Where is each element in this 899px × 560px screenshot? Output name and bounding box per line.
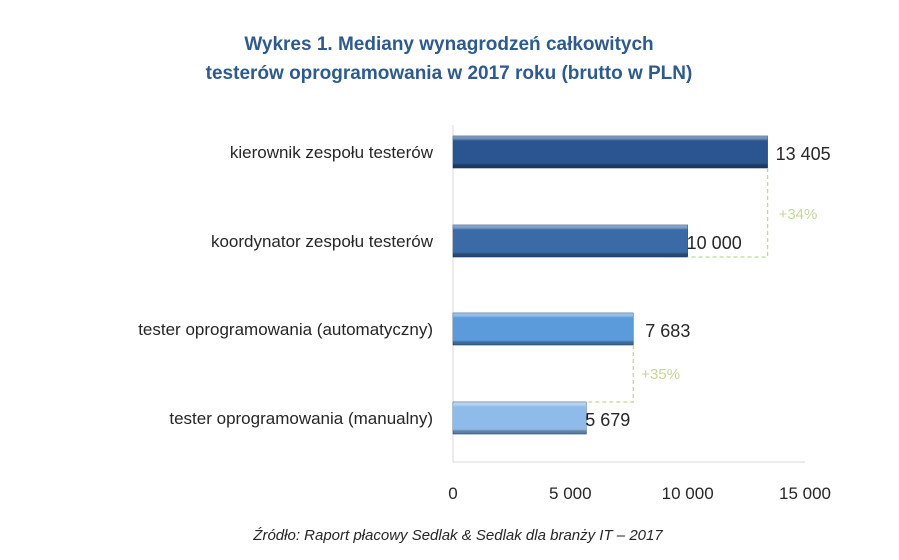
chart-title-line-1: Wykres 1. Mediany wynagrodzeń całkowityc… <box>244 34 653 55</box>
bar-shading <box>453 136 768 168</box>
value-label: 13 405 <box>776 144 831 164</box>
value-label: 7 683 <box>645 321 690 341</box>
category-label: tester oprogramowania (manualny) <box>169 409 433 428</box>
bar-shading <box>453 225 688 257</box>
x-tick-label: 15 000 <box>779 484 831 503</box>
value-label: 5 679 <box>585 410 630 430</box>
chart-title-line-2: testerów oprogramowania w 2017 roku (bru… <box>206 63 693 84</box>
x-tick-label: 5 000 <box>549 484 592 503</box>
category-label: koordynator zespołu testerów <box>211 232 434 251</box>
x-tick-label: 0 <box>448 484 457 503</box>
category-label: kierownik zespołu testerów <box>230 143 434 162</box>
difference-label: +34% <box>779 206 818 223</box>
difference-label: +35% <box>641 366 680 383</box>
difference-bracket <box>586 345 634 403</box>
category-label: tester oprogramowania (automatyczny) <box>138 320 433 339</box>
difference-bracket <box>687 168 769 258</box>
value-label: 10 000 <box>687 233 742 253</box>
bar-shading <box>453 402 587 434</box>
x-tick-label: 10 000 <box>662 484 714 503</box>
bar-shading <box>453 313 634 345</box>
source-note: Źródło: Raport płacowy Sedlak & Sedlak d… <box>252 527 663 544</box>
